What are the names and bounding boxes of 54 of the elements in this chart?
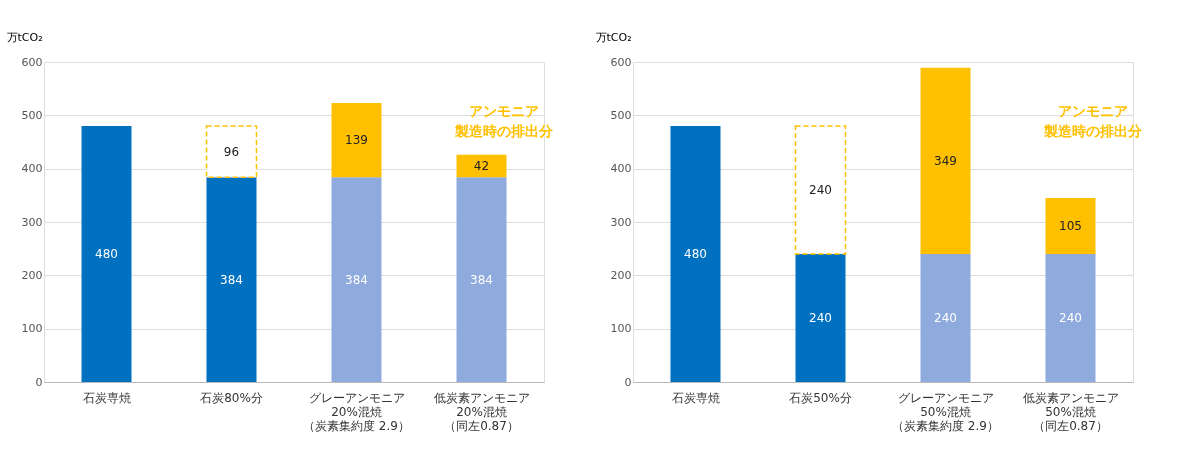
data-label: 240 [934, 311, 957, 325]
bar [81, 126, 132, 382]
y-tick-label: 500 [21, 108, 43, 122]
bar [1045, 198, 1096, 254]
bar [456, 177, 507, 382]
bar [920, 67, 971, 254]
data-label: 384 [470, 272, 493, 287]
data-label: 240 [809, 183, 832, 197]
data-label: 384 [220, 272, 243, 287]
data-label: 42 [473, 159, 490, 173]
y-tick-label: 600 [21, 55, 43, 69]
data-label: 480 [95, 247, 118, 261]
bar [456, 154, 507, 178]
x-tick-label: 低炭素アンモニア50%混焼（同左0.87） [1022, 390, 1119, 433]
data-label: 240 [1059, 311, 1082, 325]
y-tick-label: 0 [35, 375, 43, 389]
x-tick-label: 石炭専焼 [671, 390, 720, 405]
annotation: アンモニア製造時の排出分 [454, 103, 554, 139]
bar [206, 177, 257, 382]
x-tick-label: 低炭素アンモニア20%混焼（同左0.87） [433, 390, 530, 433]
y-tick-label: 0 [624, 375, 632, 389]
y-tick-label: 200 [21, 268, 43, 282]
data-label: 96 [223, 144, 240, 159]
y-axis-title: 万tCO₂ [595, 30, 632, 44]
bar [205, 125, 258, 178]
data-label: 139 [345, 133, 368, 148]
data-label: 240 [809, 311, 832, 325]
y-tick-label: 500 [610, 108, 632, 122]
data-label: 384 [345, 272, 368, 287]
bar [670, 126, 721, 382]
data-label: 349 [934, 153, 957, 168]
annotation: アンモニア製造時の排出分 [1043, 103, 1143, 139]
y-tick-label: 300 [21, 215, 43, 229]
x-tick-label: グレーアンモニア50%混焼（炭素集約度 2.9） [892, 390, 999, 433]
y-tick-label: 400 [610, 162, 632, 176]
data-label: 480 [684, 247, 707, 261]
bar [331, 103, 382, 178]
bar [794, 125, 847, 255]
x-tick-label: 石炭専焼 [82, 390, 131, 405]
x-tick-label: 石炭50%分 [789, 390, 852, 405]
bar [331, 177, 382, 382]
y-tick-label: 300 [610, 215, 632, 229]
y-tick-label: 100 [21, 322, 43, 336]
data-label: 105 [1059, 219, 1082, 233]
y-tick-label: 200 [610, 268, 632, 282]
bar [795, 254, 846, 382]
bar [920, 254, 971, 382]
x-tick-label: グレーアンモニア20%混焼（炭素集約度 2.9） [303, 390, 410, 433]
y-tick-label: 600 [610, 55, 632, 69]
y-tick-label: 100 [610, 322, 632, 336]
bar [1045, 254, 1096, 382]
y-axis-title: 万tCO₂ [6, 30, 43, 44]
y-tick-label: 400 [21, 162, 43, 176]
x-tick-label: 石炭80%分 [200, 390, 263, 405]
